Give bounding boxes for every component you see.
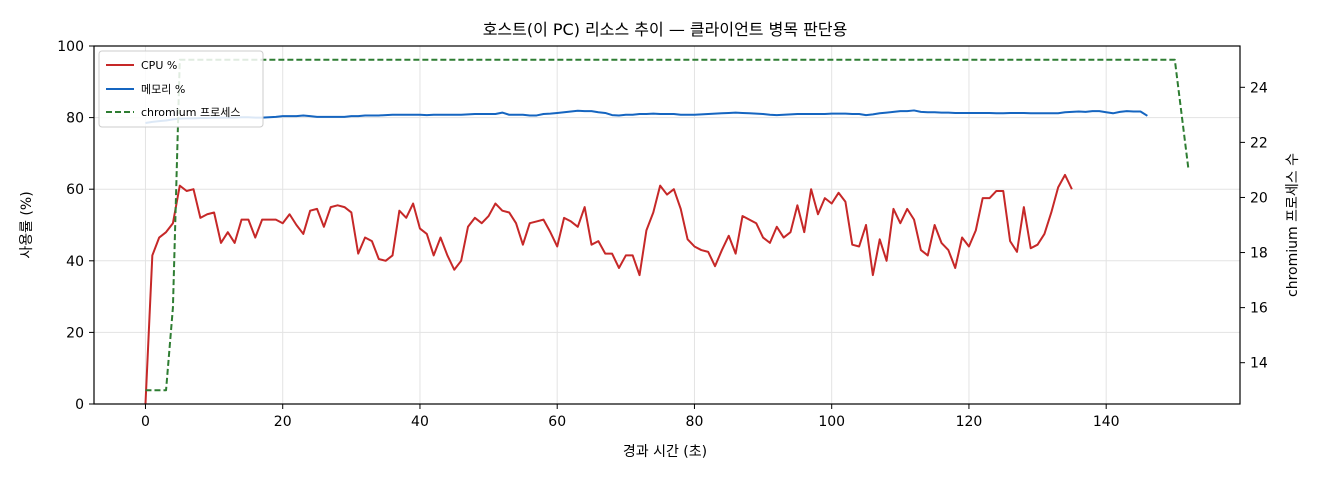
y-tick-label: 100 [57,39,84,55]
chart-title: 호스트(이 PC) 리소스 추이 — 클라이언트 병목 판단용 [483,20,848,39]
y-tick-label: 0 [75,397,84,413]
x-tick-label: 60 [548,414,566,430]
legend-box [98,50,264,128]
y-axis-ticks: 0 20 40 60 80 100 [57,39,94,413]
legend-label-memory: 메모리 % [141,83,185,96]
y2-axis-ticks: 14 16 18 20 22 24 [1240,80,1268,372]
x-tick-label: 0 [141,414,150,430]
series-line-chromium [145,58,1190,392]
y2-tick-label: 22 [1250,135,1268,151]
x-axis-label: 경과 시간 (초) [623,444,707,460]
legend: CPU % 메모리 % chromium 프로세스 [98,50,264,128]
y-tick-label: 60 [66,182,84,198]
y-tick-label: 40 [66,254,84,270]
y2-tick-label: 24 [1250,80,1268,96]
series-lines [144,58,1190,405]
x-axis-ticks: 0 20 40 60 80 100 120 140 [141,404,1120,430]
grid [94,45,1240,405]
series-line-cpu [144,173,1073,405]
y-axis-label: 사용률 (%) [19,191,35,258]
y2-tick-label: 20 [1250,190,1268,206]
legend-label-cpu: CPU % [141,59,177,72]
x-tick-label: 40 [411,414,429,430]
y-tick-label: 20 [66,325,84,341]
x-tick-label: 100 [818,414,845,430]
x-tick-label: 20 [274,414,292,430]
plot-frame [93,45,1241,405]
y2-tick-label: 16 [1250,301,1268,317]
x-tick-label: 120 [956,414,983,430]
y2-tick-label: 18 [1250,246,1268,262]
y2-axis-label: chromium 프로세스 수 [1285,153,1301,297]
x-tick-label: 140 [1093,414,1120,430]
x-tick-label: 80 [686,414,704,430]
y-tick-label: 80 [66,111,84,127]
series-line-memory [145,109,1148,124]
y2-tick-label: 14 [1250,356,1268,372]
legend-label-chromium: chromium 프로세스 [141,106,240,119]
